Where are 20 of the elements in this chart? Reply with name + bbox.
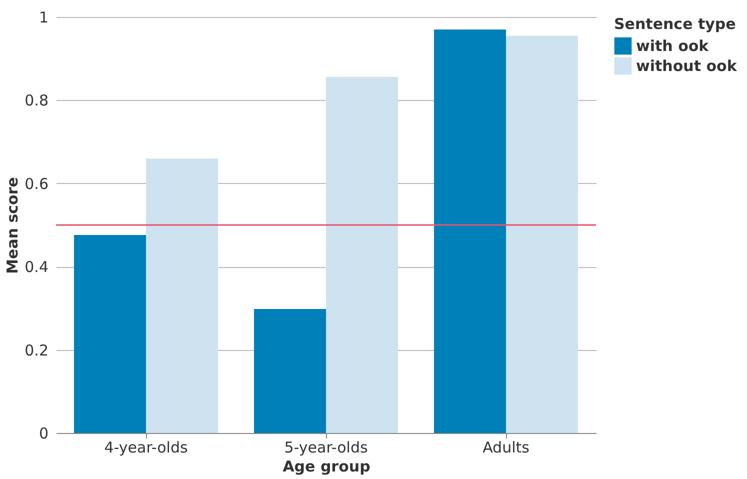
bar [506, 36, 578, 433]
legend-label: with ook [636, 37, 710, 55]
x-tick-label: 5-year-olds [284, 438, 368, 456]
y-tick-label: 0 [38, 424, 48, 442]
bar [434, 29, 506, 433]
x-tick-label: Adults [482, 438, 530, 456]
bar [146, 158, 218, 433]
y-tick-label: 0.8 [24, 92, 48, 110]
y-axis-title: Mean score [4, 177, 22, 274]
legend-title: Sentence type [614, 15, 736, 33]
y-tick-label: 0.4 [24, 258, 48, 276]
x-tick-label: 4-year-olds [104, 438, 188, 456]
legend-label: without ook [636, 57, 738, 75]
y-tick-label: 0.2 [24, 341, 48, 360]
bar [326, 76, 398, 433]
x-axis-title: Age group [282, 458, 371, 476]
bar [74, 234, 146, 433]
y-tick-label: 0.6 [24, 174, 48, 193]
y-tick-label: 1 [38, 8, 48, 26]
bar [254, 309, 326, 433]
